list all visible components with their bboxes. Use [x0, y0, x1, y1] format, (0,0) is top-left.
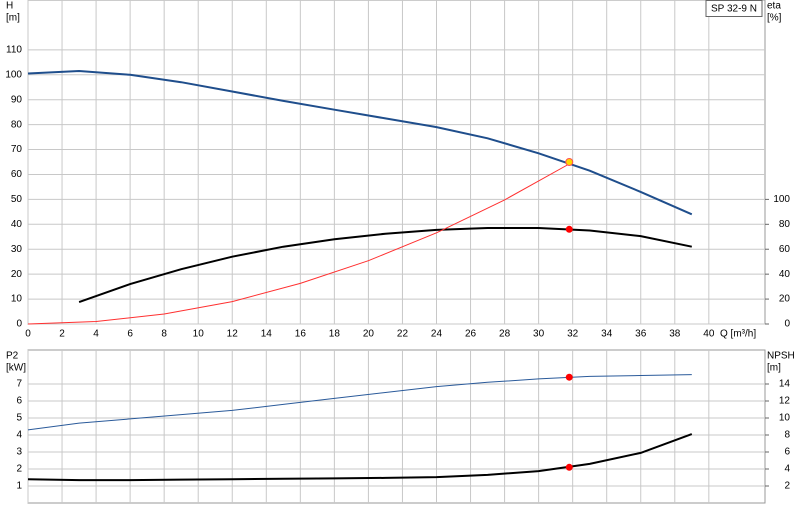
operating-point [565, 463, 573, 471]
y-tick-label: 30 [11, 244, 23, 255]
series-line [27, 161, 573, 325]
y-tick-label: 20 [11, 269, 23, 280]
y-tick-label: 70 [11, 144, 23, 155]
series-line [27, 433, 693, 482]
x-tick-label: 4 [93, 329, 99, 340]
y-tick-label: 50 [11, 194, 23, 205]
y-axis-title: P2 [6, 351, 19, 362]
x-axis-title: Q [m³/h] [720, 329, 756, 340]
y2-tick-label: 100 [773, 194, 790, 205]
x-tick-label: 36 [635, 329, 647, 340]
y-tick-label: 2 [16, 464, 22, 475]
chart-title: SP 32-9 N [711, 4, 757, 15]
x-tick-label: 12 [227, 329, 239, 340]
y-tick-label: 0 [16, 319, 22, 330]
y2-axis-title: eta [767, 1, 781, 12]
y-tick-label: 80 [11, 119, 23, 130]
y-tick-label: 10 [11, 294, 23, 305]
x-tick-label: 6 [127, 329, 133, 340]
y2-tick-label: 8 [784, 430, 790, 441]
x-tick-label: 34 [601, 329, 613, 340]
y-tick-label: 110 [6, 44, 22, 55]
y2-axis-title: NPSH [767, 351, 795, 362]
x-tick-label: 16 [295, 329, 307, 340]
y2-tick-label: 4 [784, 464, 790, 475]
y2-tick-label: 6 [784, 447, 790, 458]
x-tick-label: 20 [363, 329, 375, 340]
x-tick-label: 22 [397, 329, 409, 340]
y2-tick-label: 40 [779, 269, 791, 280]
x-tick-label: 24 [431, 329, 443, 340]
series-line [78, 227, 693, 304]
y2-tick-label: 2 [784, 481, 790, 492]
y2-tick-label: 20 [779, 294, 791, 305]
operating-point [565, 225, 573, 233]
x-tick-label: 30 [533, 329, 545, 340]
y-tick-label: 4 [16, 430, 22, 441]
x-tick-label: 10 [193, 329, 205, 340]
y2-tick-label: 80 [779, 219, 791, 230]
y2-tick-label: 60 [779, 244, 791, 255]
x-tick-label: 40 [703, 329, 715, 340]
y2-tick-label: 12 [779, 396, 791, 407]
y2-axis-unit: [m] [767, 363, 781, 374]
title-box [705, 0, 763, 17]
y2-axis-unit: [%] [767, 13, 782, 24]
y2-tick-label: 0 [784, 319, 790, 330]
y-tick-label: 6 [16, 396, 22, 407]
x-tick-label: 26 [465, 329, 477, 340]
y-tick-label: 100 [5, 69, 22, 80]
x-tick-label: 32 [567, 329, 579, 340]
y-axis-unit: [kW] [6, 363, 26, 374]
operating-point [565, 158, 574, 166]
y-tick-label: 5 [16, 413, 22, 424]
y-axis-title: H [6, 1, 13, 12]
x-tick-label: 0 [25, 329, 31, 340]
x-tick-label: 8 [161, 329, 167, 340]
series-line [27, 374, 692, 431]
y-tick-label: 90 [11, 94, 23, 105]
y2-tick-label: 14 [779, 379, 791, 390]
x-tick-label: 28 [499, 329, 511, 340]
y-tick-label: 3 [16, 447, 22, 458]
y2-tick-label: 10 [779, 413, 791, 424]
series-line [27, 69, 693, 216]
x-tick-label: 38 [669, 329, 681, 340]
plot-area [27, 0, 766, 325]
y-tick-label: 60 [11, 169, 23, 180]
y-tick-label: 1 [16, 481, 22, 492]
x-tick-label: 2 [59, 329, 65, 340]
x-tick-label: 18 [329, 329, 341, 340]
x-tick-label: 14 [261, 329, 273, 340]
y-tick-label: 7 [16, 379, 22, 390]
y-tick-label: 40 [11, 219, 23, 230]
y-axis-unit: [m] [6, 13, 20, 24]
operating-point [565, 373, 573, 381]
